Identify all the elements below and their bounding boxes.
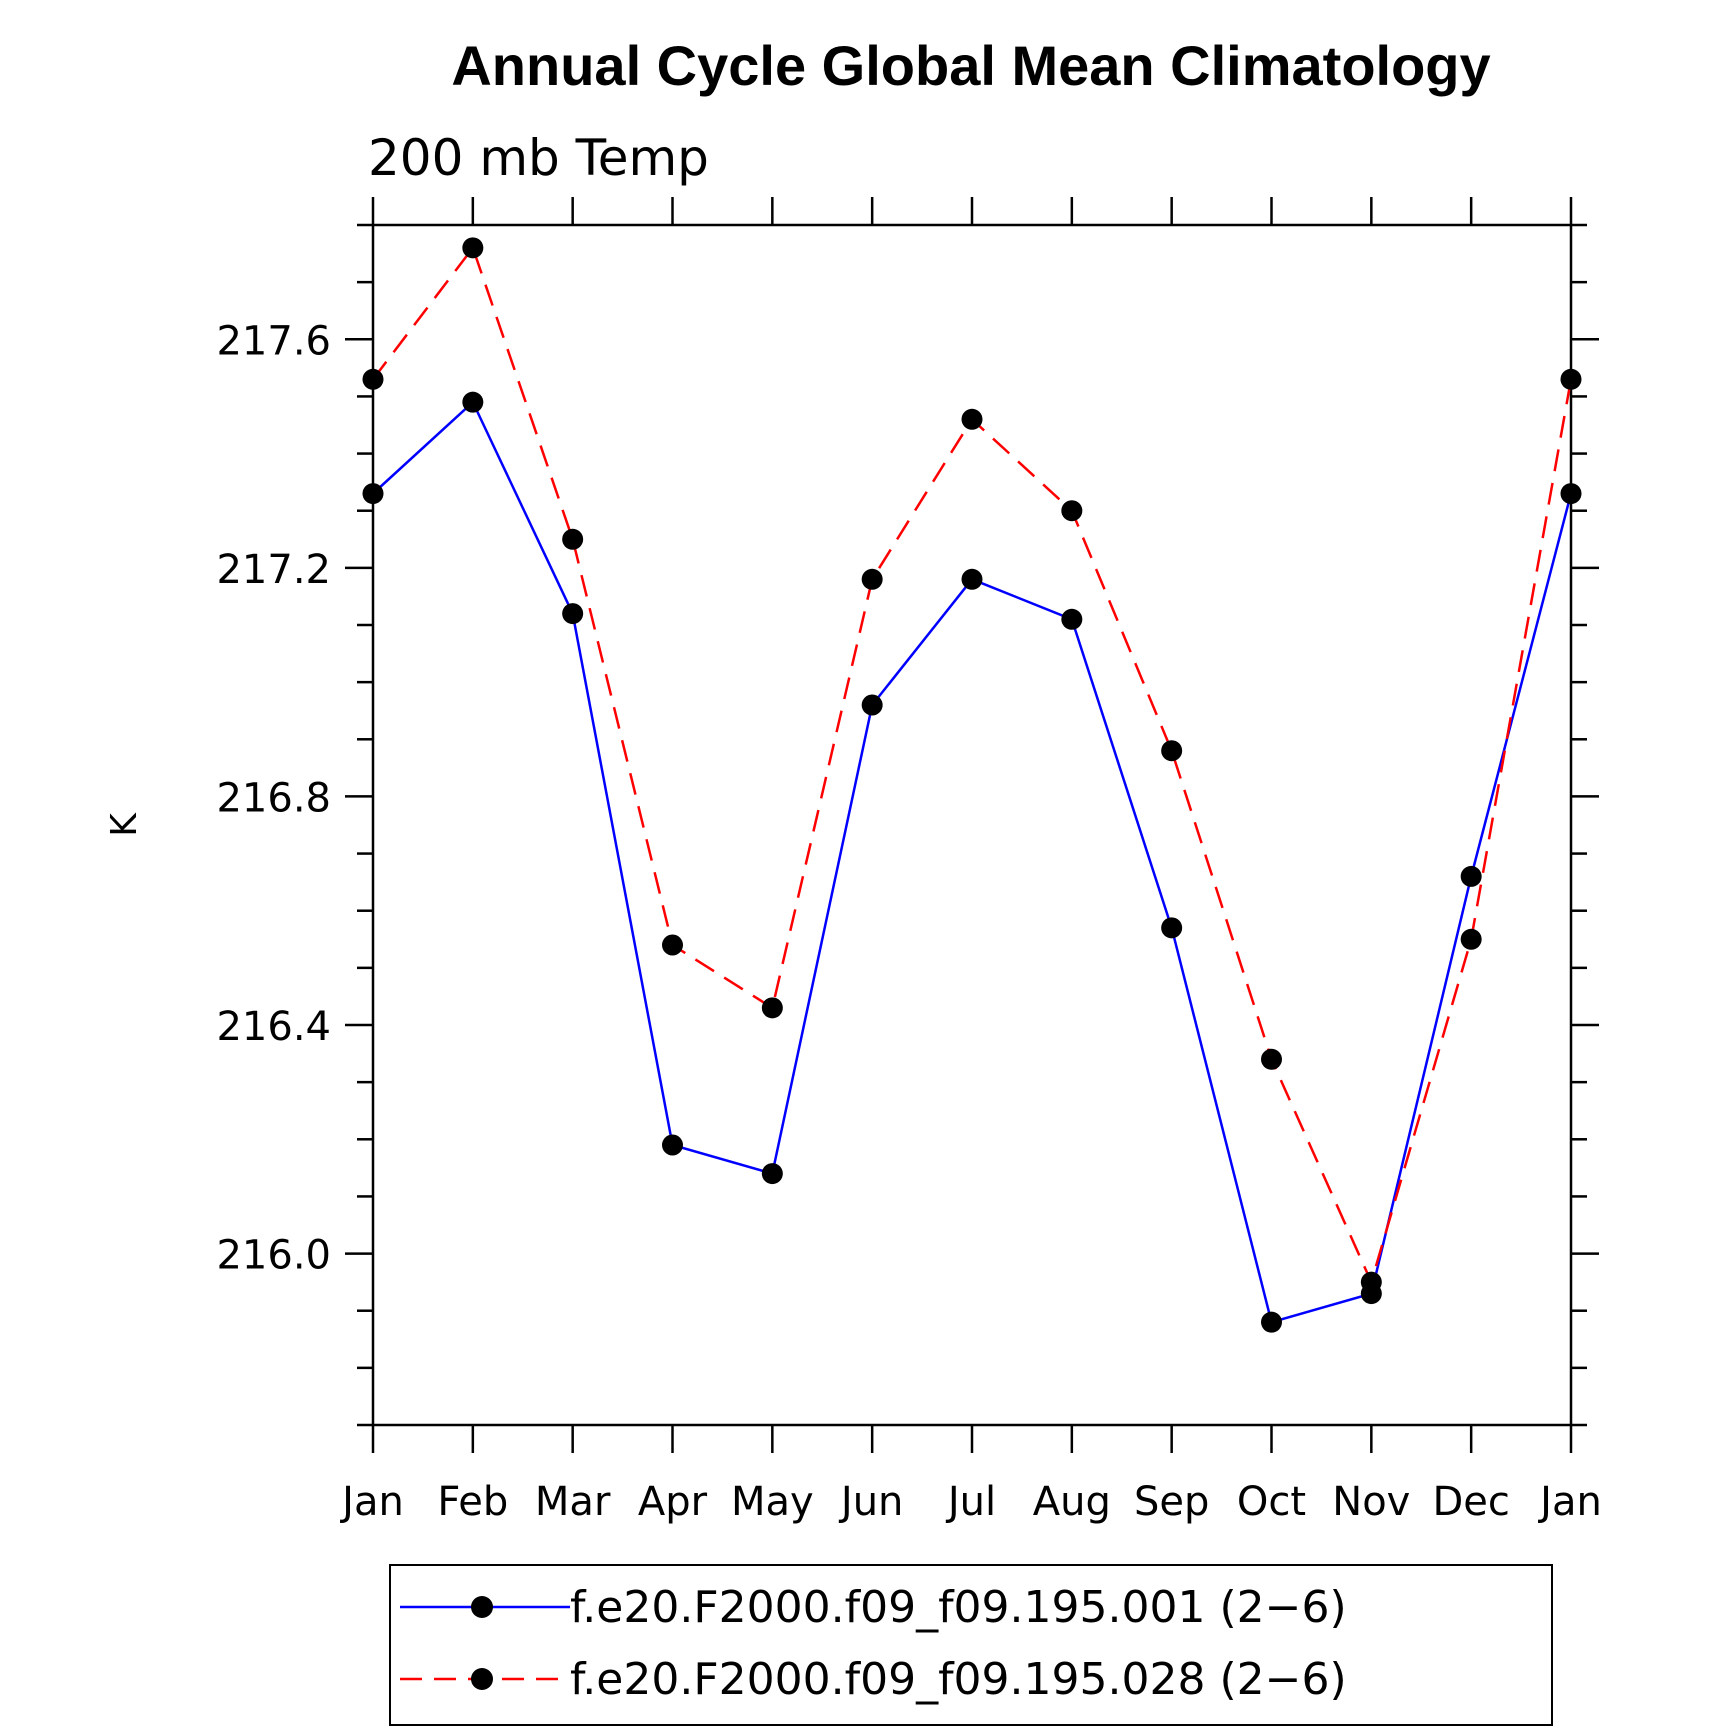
y-tick-label: 216.8 bbox=[216, 775, 331, 821]
x-tick-label: Sep bbox=[1134, 1479, 1209, 1525]
y-tick-label: 217.2 bbox=[216, 547, 331, 593]
x-tick-label: Mar bbox=[535, 1479, 611, 1525]
data-point-series-2 bbox=[1261, 1048, 1282, 1070]
data-point-series-2 bbox=[462, 237, 484, 259]
legend-marker-series-2 bbox=[471, 1668, 493, 1690]
data-point-series-1 bbox=[1560, 483, 1582, 505]
legend-marker-series-1 bbox=[471, 1596, 493, 1618]
data-point-series-1 bbox=[462, 391, 484, 413]
data-point-series-2 bbox=[961, 408, 983, 430]
x-tick-label: Jul bbox=[945, 1479, 996, 1525]
x-tick-label: Jan bbox=[339, 1479, 404, 1525]
x-tick-label: Jun bbox=[838, 1479, 904, 1525]
chart-title: Annual Cycle Global Mean Climatology bbox=[451, 34, 1490, 97]
series-line-1 bbox=[372, 400, 1573, 1324]
data-point-series-2 bbox=[1560, 368, 1582, 390]
series-line-2 bbox=[372, 245, 1573, 1286]
data-point-series-2 bbox=[1460, 928, 1482, 950]
x-tick-label: Feb bbox=[437, 1479, 508, 1525]
y-axis-label: K bbox=[104, 812, 145, 837]
y-tick-label: 217.6 bbox=[216, 318, 331, 364]
y-tick-label: 216.4 bbox=[216, 1004, 331, 1050]
legend: f.e20.F2000.f09_f09.195.001 (2−6) f.e20.… bbox=[389, 1564, 1553, 1726]
legend-box bbox=[389, 1564, 1553, 1726]
x-tick-label: Apr bbox=[638, 1479, 708, 1525]
data-point-series-2 bbox=[1360, 1271, 1382, 1293]
data-point-series-1 bbox=[1261, 1311, 1282, 1333]
data-point-series-1 bbox=[1061, 608, 1083, 630]
data-point-series-1 bbox=[861, 694, 883, 716]
x-tick-label: Nov bbox=[1332, 1479, 1410, 1525]
data-point-series-1 bbox=[362, 483, 384, 505]
data-point-series-2 bbox=[761, 997, 783, 1019]
x-tick-label: May bbox=[731, 1479, 814, 1525]
data-point-series-2 bbox=[562, 528, 584, 550]
data-point-series-2 bbox=[362, 368, 384, 390]
legend-label-series-2: f.e20.F2000.f09_f09.195.028 (2−6) bbox=[570, 1654, 1347, 1705]
data-point-series-1 bbox=[562, 603, 584, 625]
data-point-series-2 bbox=[1061, 500, 1083, 522]
plot-frame bbox=[371, 223, 1573, 1427]
data-point-series-1 bbox=[1161, 917, 1183, 939]
legend-label-series-1: f.e20.F2000.f09_f09.195.001 (2−6) bbox=[570, 1582, 1347, 1633]
data-point-series-1 bbox=[1460, 865, 1482, 887]
x-tick-label: Dec bbox=[1432, 1479, 1509, 1525]
data-point-series-2 bbox=[662, 934, 683, 956]
x-tick-label: Jan bbox=[1537, 1479, 1602, 1525]
x-tick-label: Oct bbox=[1237, 1479, 1306, 1525]
data-point-series-1 bbox=[761, 1163, 783, 1185]
data-point-series-1 bbox=[662, 1134, 683, 1156]
data-point-series-2 bbox=[861, 568, 883, 590]
data-point-series-2 bbox=[1161, 740, 1183, 762]
data-point-series-1 bbox=[961, 568, 983, 590]
y-tick-label: 216.0 bbox=[216, 1233, 331, 1279]
x-tick-label: Aug bbox=[1033, 1479, 1111, 1525]
plot-area: Jan Feb Mar Apr May Jun Jul Aug Sep Oct Nov Dec Jan 2… bbox=[216, 197, 1602, 1525]
chart-subtitle: 200 mb Temp bbox=[368, 129, 709, 187]
